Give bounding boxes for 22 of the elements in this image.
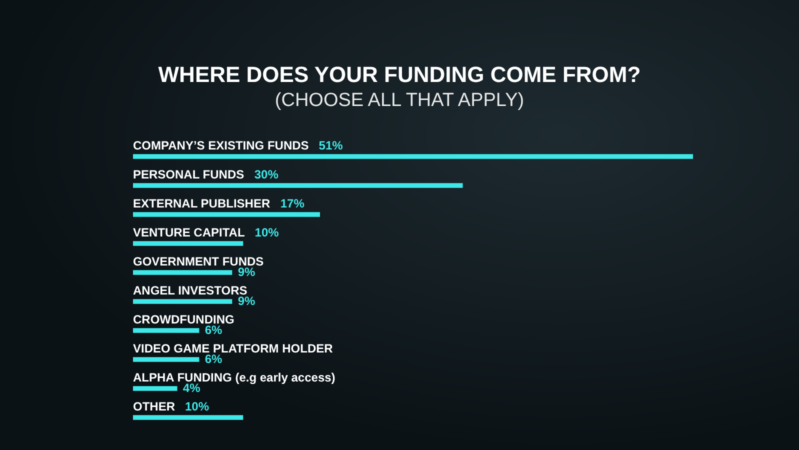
- y-tick-label: PERSONAL FUNDS: [133, 168, 244, 182]
- bar: [133, 386, 178, 391]
- bar: [133, 212, 320, 217]
- bar: [133, 299, 232, 304]
- y-tick-label: EXTERNAL PUBLISHER: [133, 196, 270, 210]
- bar: [133, 328, 200, 333]
- data-label: 17%: [280, 196, 305, 210]
- y-tick-label: OTHER: [133, 400, 176, 414]
- bar: [133, 270, 232, 275]
- y-tick-label: COMPANY’S EXISTING FUNDS: [133, 138, 309, 152]
- chart-title: WHERE DOES YOUR FUNDING COME FROM?: [157, 62, 642, 88]
- chart-subtitle: (CHOOSE ALL THAT APPLY): [274, 90, 526, 112]
- bar: [133, 415, 244, 420]
- y-tick-label: VENTURE CAPITAL: [133, 226, 245, 240]
- bar: [133, 357, 200, 362]
- data-label: 10%: [185, 400, 210, 414]
- data-label: 10%: [254, 226, 280, 240]
- data-label: 51%: [318, 138, 344, 152]
- bar: [133, 183, 463, 188]
- bar: [133, 154, 693, 159]
- data-label: 30%: [254, 168, 279, 182]
- bar: [133, 241, 244, 246]
